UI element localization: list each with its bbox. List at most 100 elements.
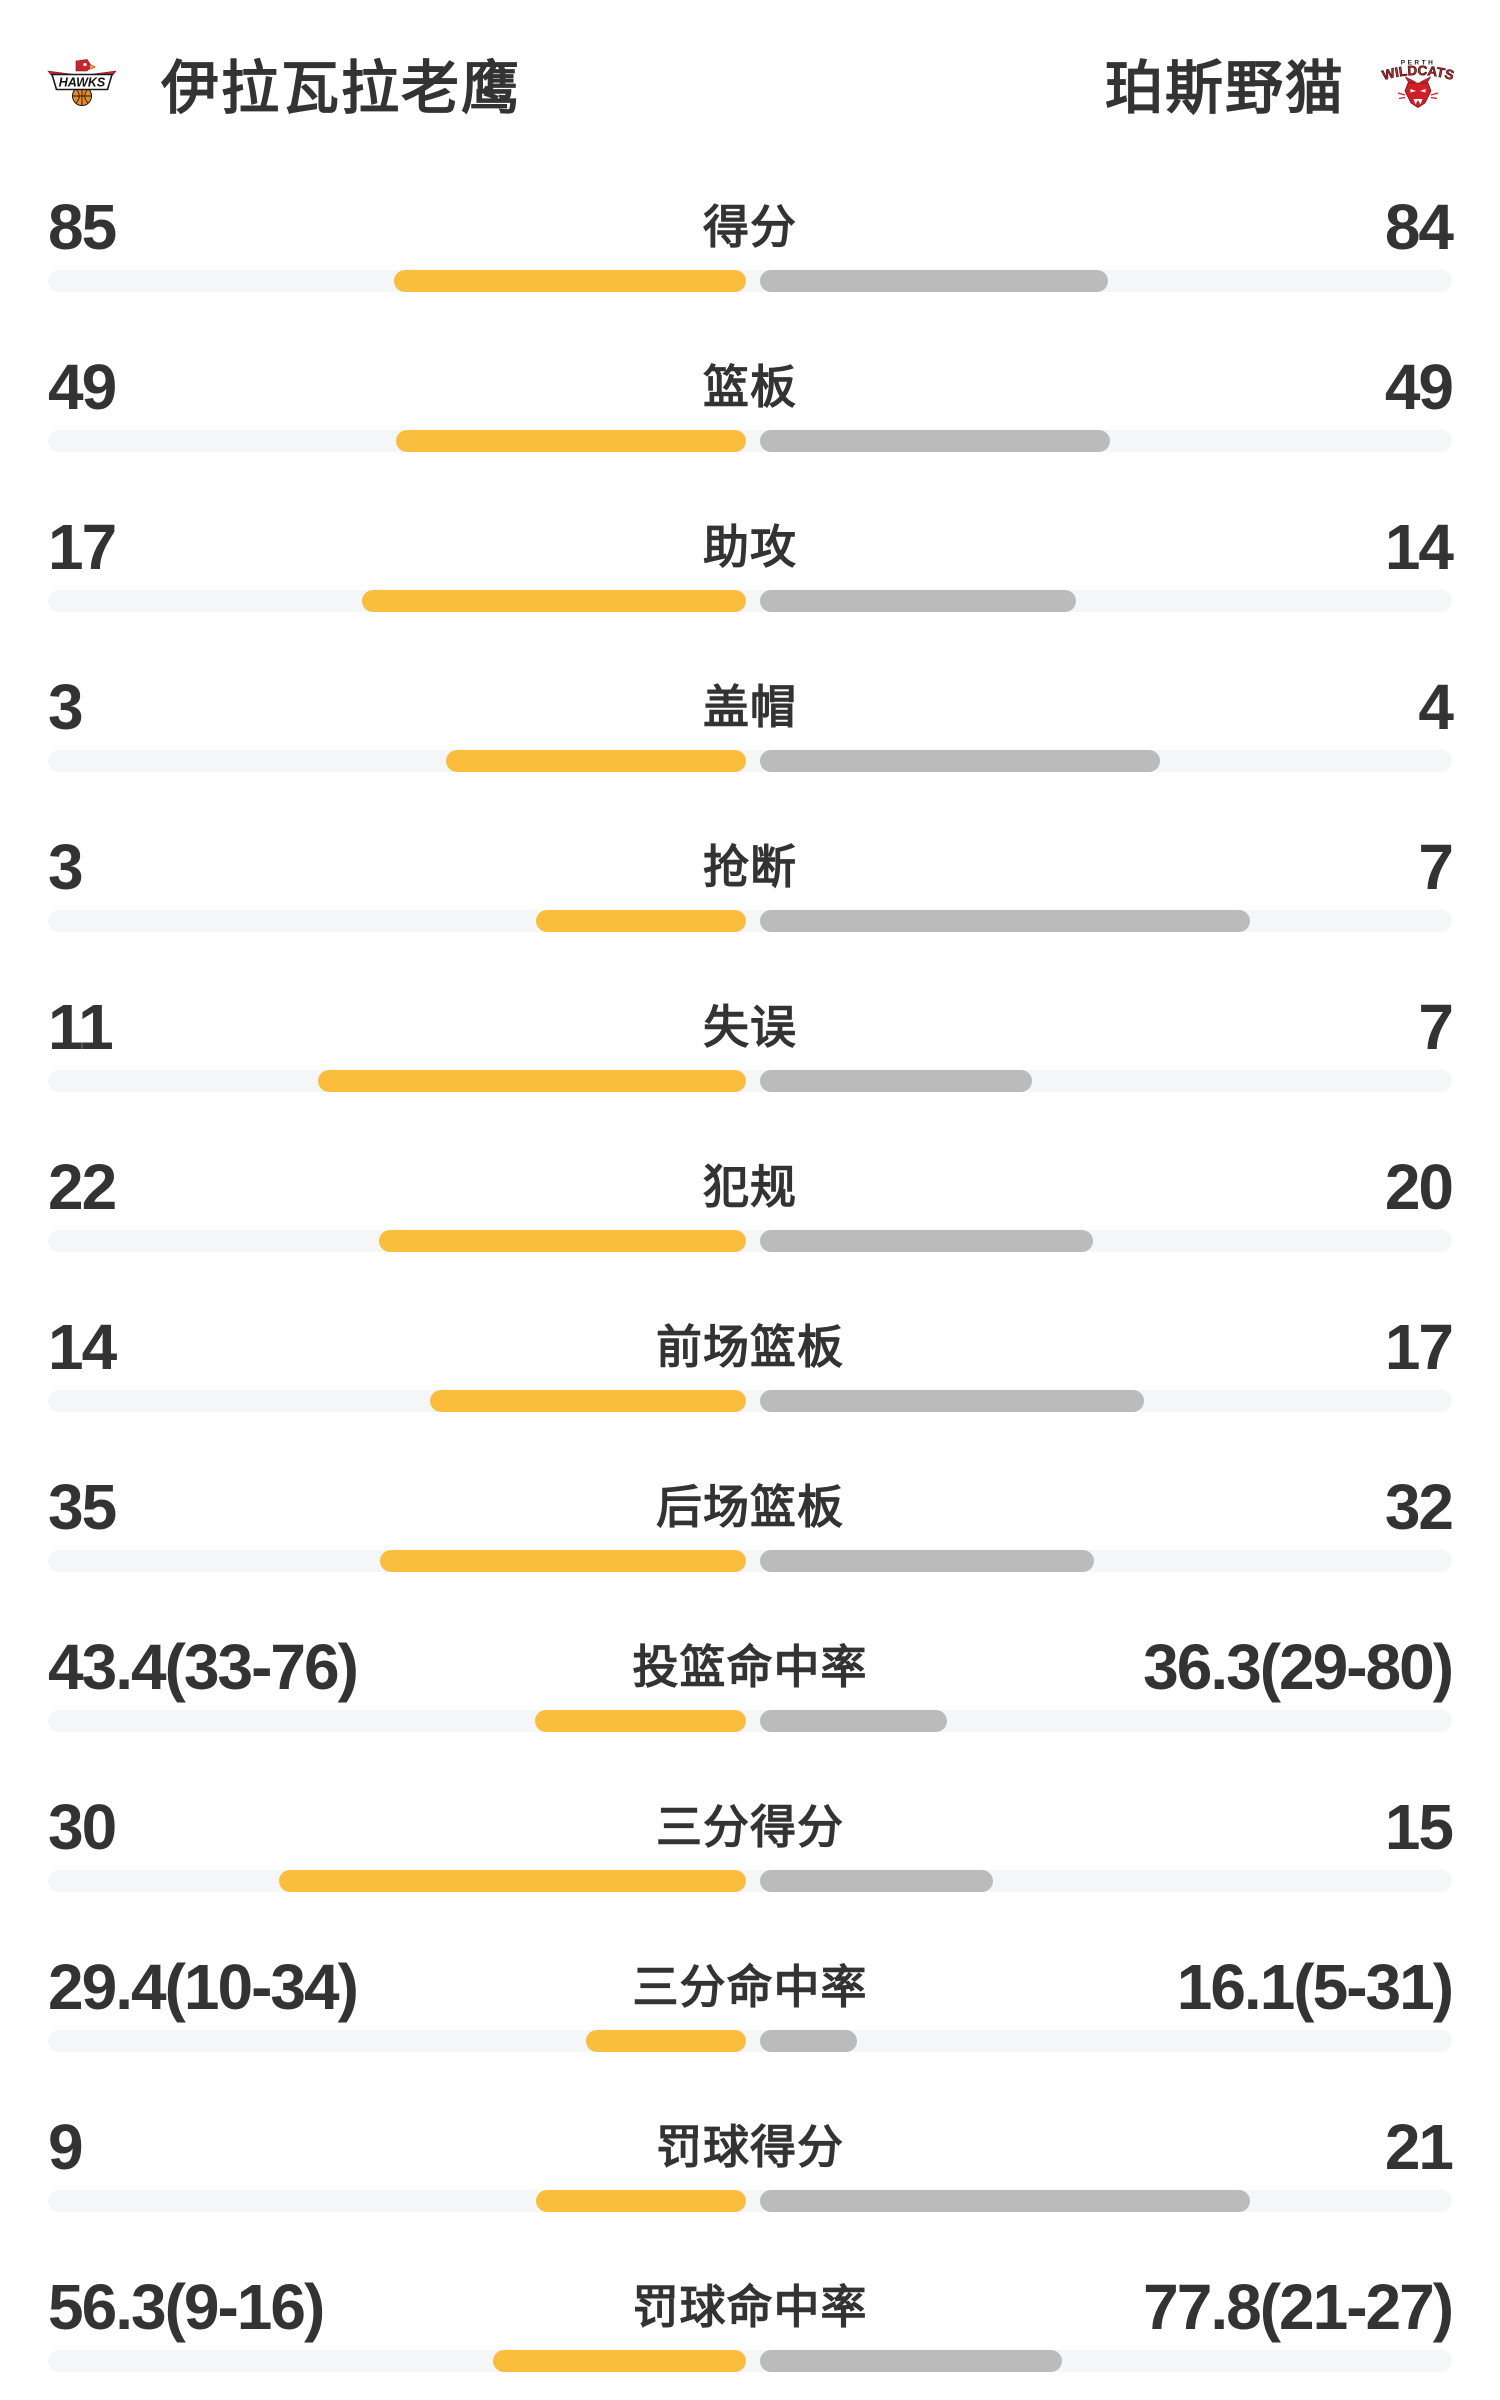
away-value: 7 xyxy=(1418,831,1454,903)
away-value: 49 xyxy=(1384,351,1454,423)
away-value: 36.3(29-80) xyxy=(1143,1631,1454,1703)
hawks-logo-text: HAWKS xyxy=(59,76,106,90)
stat-bar-track xyxy=(48,2030,1452,2052)
home-value: 14 xyxy=(48,1311,117,1383)
stat-label: 前场篮板 xyxy=(656,1321,844,1373)
home-bar xyxy=(493,2350,746,2372)
stat-row: 9 罚球得分 21 xyxy=(0,2060,1500,2220)
stats-list: 85 得分 84 49 篮板 49 17 助攻 14 xyxy=(0,140,1500,2380)
away-bar xyxy=(760,750,1160,772)
hawks-banner: HAWKS xyxy=(50,73,114,91)
away-bar xyxy=(760,1870,993,1892)
home-value: 17 xyxy=(48,511,117,583)
hawks-logo-icon: HAWKS xyxy=(47,59,117,106)
stat-row: 29.4(10-34) 三分命中率 16.1(5-31) xyxy=(0,1900,1500,2060)
away-bar xyxy=(760,2190,1250,2212)
stat-bar-track xyxy=(48,750,1452,772)
away-value: 32 xyxy=(1384,1471,1454,1543)
home-bar xyxy=(318,1070,746,1092)
stat-bar-track xyxy=(48,1390,1452,1412)
home-value: 22 xyxy=(48,1151,117,1223)
away-bar xyxy=(760,2350,1062,2372)
away-bar xyxy=(760,1070,1032,1092)
stat-label: 罚球得分 xyxy=(656,2121,844,2173)
stat-row: 43.4(33-76) 投篮命中率 36.3(29-80) xyxy=(0,1580,1500,1740)
home-value: 29.4(10-34) xyxy=(48,1951,359,2023)
away-bar xyxy=(760,1390,1144,1412)
hawk-head xyxy=(75,59,97,72)
home-bar xyxy=(379,1230,746,1252)
away-bar xyxy=(760,910,1250,932)
match-header: HAWKS 伊拉瓦拉老鹰 珀斯野猫 PERTH WILDCATS xyxy=(47,50,1455,121)
home-bar xyxy=(536,910,746,932)
away-bar xyxy=(760,2030,857,2052)
home-bar xyxy=(394,270,746,292)
home-bar xyxy=(536,2190,746,2212)
stat-bar-track xyxy=(48,2350,1452,2372)
home-bar xyxy=(380,1550,746,1572)
stat-row: 11 失误 7 xyxy=(0,940,1500,1100)
stat-row: 3 抢断 7 xyxy=(0,780,1500,940)
home-bar xyxy=(430,1390,746,1412)
away-value: 7 xyxy=(1418,991,1454,1063)
stat-bar-track xyxy=(48,590,1452,612)
wildcats-logo-text-arc: WILDCATS xyxy=(1381,63,1455,83)
away-value: 77.8(21-27) xyxy=(1143,2271,1454,2343)
stat-bar-track xyxy=(48,1870,1452,1892)
stat-label: 后场篮板 xyxy=(656,1481,844,1533)
away-value: 20 xyxy=(1384,1151,1454,1223)
home-bar xyxy=(535,1710,746,1732)
home-bar xyxy=(279,1870,746,1892)
stat-label: 罚球命中率 xyxy=(632,2281,868,2333)
hawks-basketball xyxy=(72,86,92,106)
stat-row: 30 三分得分 15 xyxy=(0,1740,1500,1900)
stat-label: 三分得分 xyxy=(656,1801,844,1853)
away-bar xyxy=(760,1550,1094,1572)
wildcats-logo-top-text: PERTH xyxy=(1401,60,1436,67)
stat-label: 得分 xyxy=(703,201,797,253)
home-value: 3 xyxy=(48,671,84,743)
away-value: 21 xyxy=(1384,2111,1454,2183)
wildcats-logo-text: WILDCATS xyxy=(1381,63,1455,84)
away-bar xyxy=(760,1230,1093,1252)
stat-label: 助攻 xyxy=(703,521,797,573)
stat-bar-track xyxy=(48,270,1452,292)
away-value: 15 xyxy=(1384,1791,1454,1863)
home-value: 85 xyxy=(48,191,117,263)
home-value: 56.3(9-16) xyxy=(48,2271,325,2343)
stat-row: 17 助攻 14 xyxy=(0,460,1500,620)
stat-label: 篮板 xyxy=(703,361,797,413)
home-bar xyxy=(396,430,746,452)
away-value: 84 xyxy=(1384,191,1454,263)
away-value: 16.1(5-31) xyxy=(1176,1951,1454,2023)
home-value: 35 xyxy=(48,1471,117,1543)
stat-row: 49 篮板 49 xyxy=(0,300,1500,460)
team-away-name: 珀斯野猫 xyxy=(1104,56,1345,121)
away-bar xyxy=(760,430,1110,452)
home-value: 49 xyxy=(48,351,117,423)
away-bar xyxy=(760,270,1108,292)
home-bar xyxy=(446,750,746,772)
home-value: 30 xyxy=(48,1791,117,1863)
stat-row: 35 后场篮板 32 xyxy=(0,1420,1500,1580)
stat-label: 盖帽 xyxy=(703,681,797,733)
stat-label: 失误 xyxy=(703,1001,797,1053)
stat-bar-track xyxy=(48,1230,1452,1252)
team-home-name: 伊拉瓦拉老鹰 xyxy=(161,56,522,121)
stat-row: 14 前场篮板 17 xyxy=(0,1260,1500,1420)
home-bar xyxy=(586,2030,746,2052)
home-bar xyxy=(362,590,746,612)
stat-bar-track xyxy=(48,1550,1452,1572)
away-value: 14 xyxy=(1384,511,1454,583)
home-value: 43.4(33-76) xyxy=(48,1631,359,1703)
stat-row: 85 得分 84 xyxy=(0,140,1500,300)
stat-label: 抢断 xyxy=(703,841,797,893)
home-value: 9 xyxy=(48,2111,84,2183)
stat-bar-track xyxy=(48,910,1452,932)
stat-bar-track xyxy=(48,1710,1452,1732)
stat-bar-track xyxy=(48,1070,1452,1092)
stat-label: 三分命中率 xyxy=(632,1961,868,2013)
stat-bar-track xyxy=(48,430,1452,452)
stat-label: 犯规 xyxy=(703,1161,797,1213)
